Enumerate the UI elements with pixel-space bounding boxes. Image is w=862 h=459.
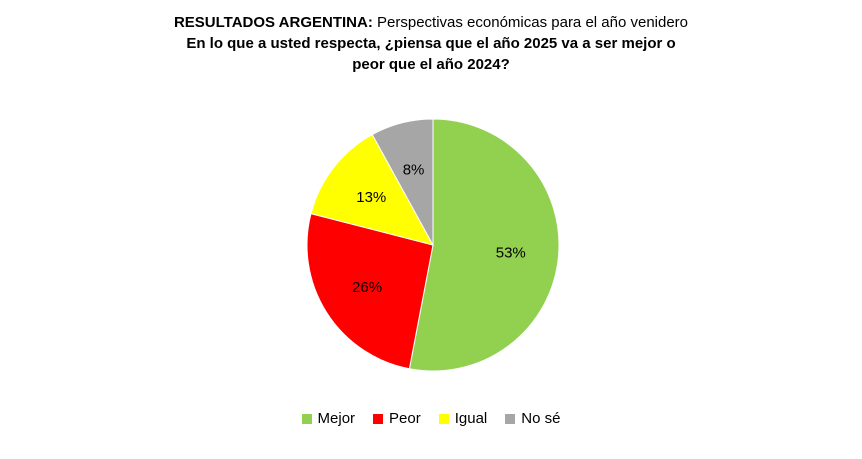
legend-label-2: Igual bbox=[454, 410, 488, 427]
legend-label-1: Peor bbox=[389, 410, 421, 427]
chart-title: RESULTADOS ARGENTINA: Perspectivas econó… bbox=[0, 12, 862, 75]
legend-swatch-3 bbox=[505, 413, 516, 424]
legend-label-3: No sé bbox=[521, 410, 561, 427]
pie-data-label-2: 13% bbox=[356, 189, 386, 206]
pie-slice-0 bbox=[408, 118, 560, 372]
question-line-1: En lo que a usted respecta, ¿piensa que … bbox=[186, 35, 676, 52]
legend-item-0: Mejor bbox=[301, 410, 356, 427]
pie-data-label-1: 26% bbox=[352, 279, 382, 296]
chart-legend: Mejor Peor Igual No sé bbox=[0, 410, 862, 427]
question-line-2: peor que el año 2024? bbox=[352, 56, 510, 73]
legend-swatch-2 bbox=[438, 413, 449, 424]
legend-item-3: No sé bbox=[505, 410, 560, 427]
legend-label-0: Mejor bbox=[317, 410, 356, 427]
pie-slice-3 bbox=[371, 118, 434, 246]
legend-item-2: Igual bbox=[438, 410, 488, 427]
title-line-1: RESULTADOS ARGENTINA: Perspectivas econó… bbox=[0, 12, 862, 33]
legend-swatch-0 bbox=[301, 413, 312, 424]
legend-swatch-1 bbox=[373, 413, 384, 424]
title-rest: Perspectivas económicas para el año veni… bbox=[372, 14, 689, 31]
title-lead: RESULTADOS ARGENTINA: bbox=[173, 14, 373, 31]
pie-slice-1 bbox=[306, 213, 434, 370]
pie-slices bbox=[306, 118, 560, 372]
legend-item-1: Peor bbox=[373, 410, 421, 427]
pie-data-label-0: 53% bbox=[496, 244, 526, 261]
pie-slice-2 bbox=[310, 133, 434, 246]
pie-data-label-3: 8% bbox=[403, 161, 425, 178]
pie-data-labels: 53% 26% 13% 8% bbox=[352, 161, 526, 296]
